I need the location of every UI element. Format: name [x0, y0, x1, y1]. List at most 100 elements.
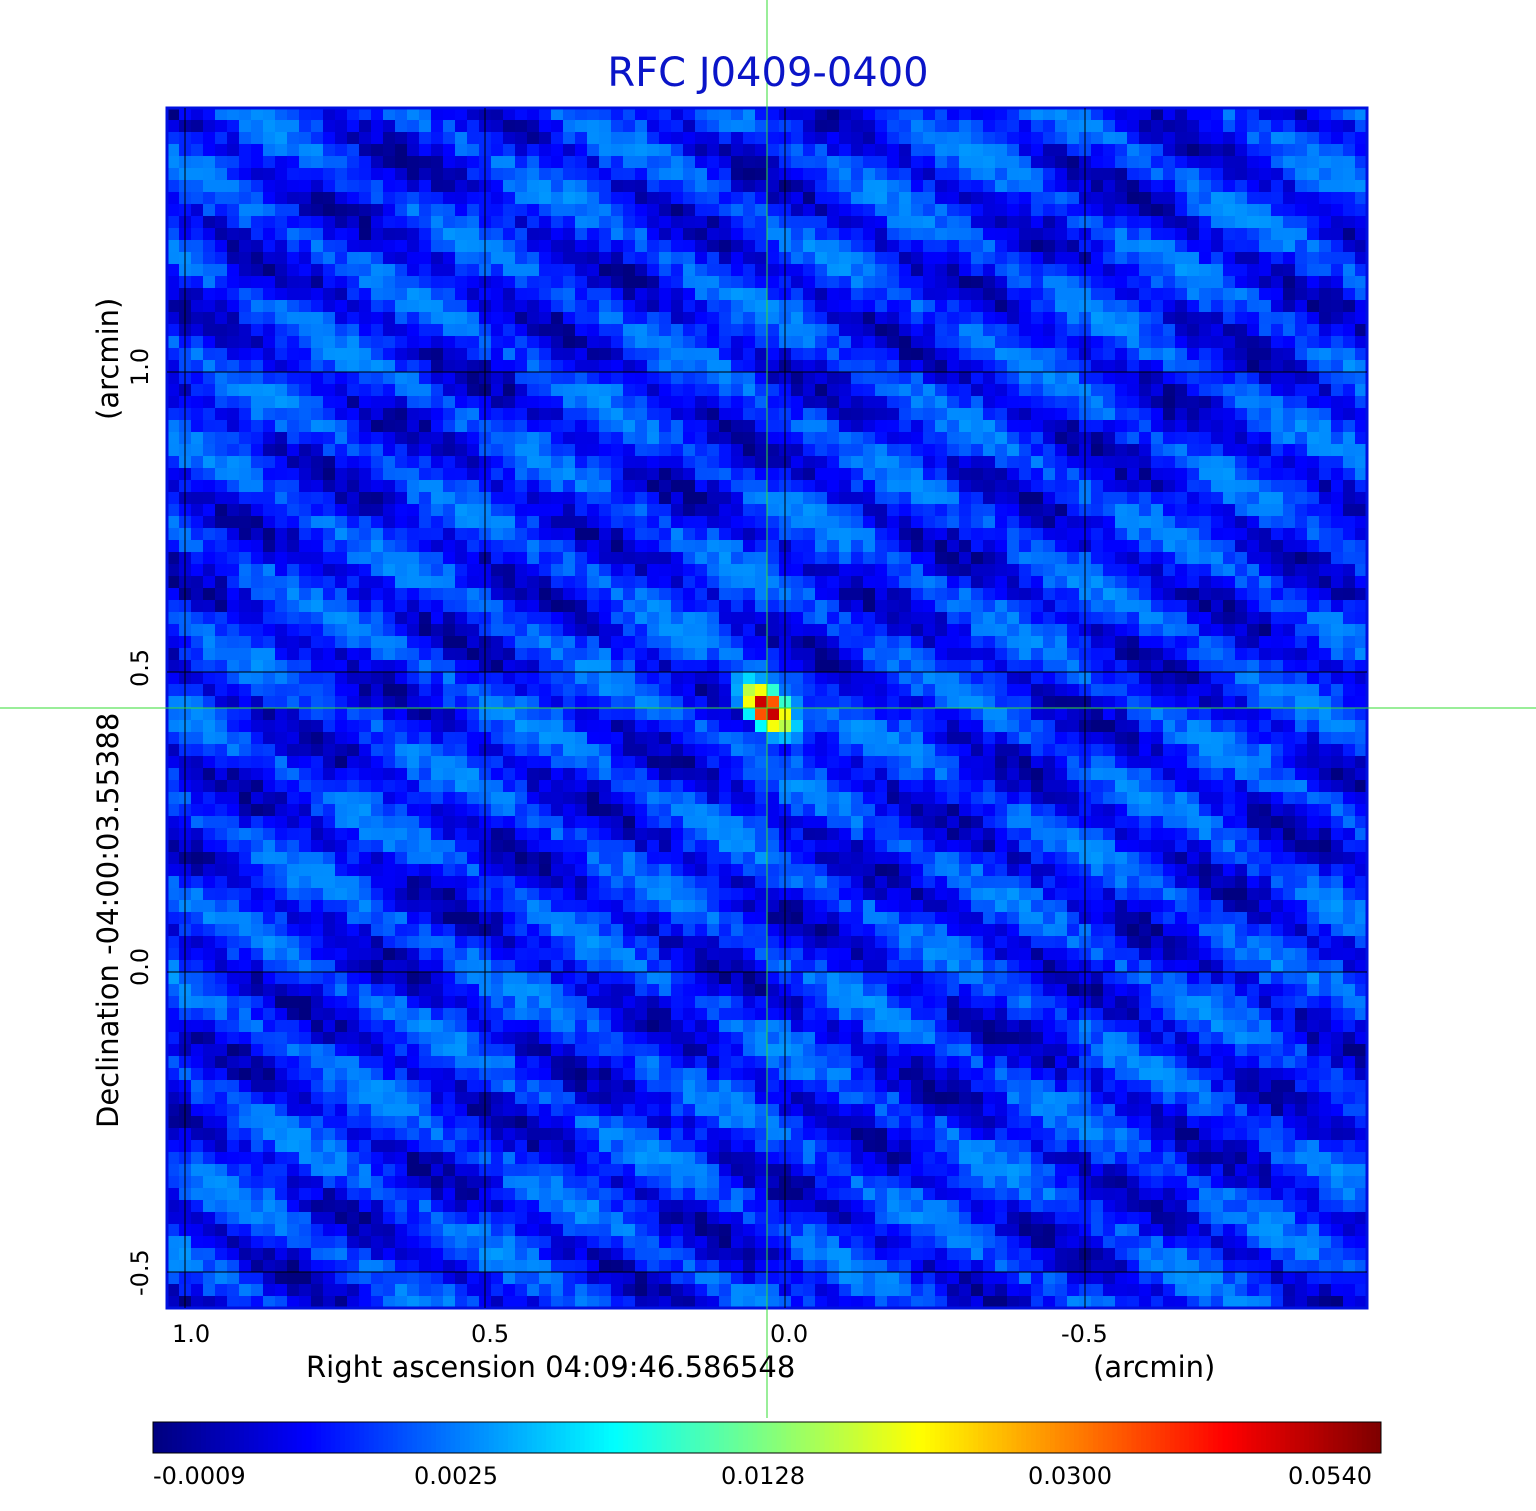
- heatmap-cell: [1151, 516, 1164, 529]
- heatmap-cell: [1355, 600, 1368, 613]
- heatmap-cell: [827, 372, 840, 385]
- heatmap-cell: [1007, 648, 1020, 661]
- heatmap-cell: [875, 108, 888, 121]
- heatmap-cell: [215, 372, 228, 385]
- heatmap-cell: [1211, 216, 1224, 229]
- heatmap-cell: [275, 108, 288, 121]
- heatmap-cell: [359, 576, 372, 589]
- heatmap-cell: [659, 120, 672, 133]
- heatmap-cell: [863, 168, 876, 181]
- heatmap-cell: [383, 300, 396, 313]
- heatmap-cell: [983, 612, 996, 625]
- heatmap-cell: [455, 372, 468, 385]
- heatmap-cell: [1283, 240, 1296, 253]
- heatmap-cell: [767, 312, 780, 325]
- heatmap-cell: [563, 312, 576, 325]
- heatmap-cell: [227, 480, 240, 493]
- heatmap-cell: [191, 168, 204, 181]
- heatmap-cell: [791, 504, 804, 517]
- heatmap-cell: [1163, 600, 1176, 613]
- heatmap-cell: [467, 120, 480, 133]
- heatmap-cell: [1139, 348, 1152, 361]
- heatmap-cell: [491, 684, 504, 697]
- heatmap-cell: [1223, 156, 1236, 169]
- heatmap-cell: [431, 588, 444, 601]
- heatmap-cell: [587, 636, 600, 649]
- heatmap-cell: [455, 600, 468, 613]
- heatmap-cell: [323, 300, 336, 313]
- heatmap-cell: [431, 432, 444, 445]
- heatmap-cell: [899, 204, 912, 217]
- heatmap-cell: [575, 468, 588, 481]
- heatmap-cell: [1043, 300, 1056, 313]
- heatmap-cell: [1187, 456, 1200, 469]
- heatmap-cell: [1115, 672, 1128, 685]
- heatmap-cell: [1307, 576, 1320, 589]
- heatmap-cell: [863, 132, 876, 145]
- heatmap-cell: [923, 696, 936, 709]
- heatmap-cell: [923, 672, 936, 685]
- heatmap-cell: [1223, 312, 1236, 325]
- heatmap-cell: [1163, 372, 1176, 385]
- heatmap-cell: [1019, 240, 1032, 253]
- heatmap-cell: [395, 180, 408, 193]
- heatmap-cell: [623, 420, 636, 433]
- heatmap-cell: [467, 192, 480, 205]
- heatmap-cell: [923, 528, 936, 541]
- heatmap-cell: [167, 504, 180, 517]
- heatmap-cell: [983, 300, 996, 313]
- heatmap-cell: [1043, 492, 1056, 505]
- heatmap-cell: [695, 132, 708, 145]
- heatmap-cell: [947, 132, 960, 145]
- heatmap-cell: [1211, 456, 1224, 469]
- heatmap-cell: [503, 156, 516, 169]
- heatmap-cell: [863, 468, 876, 481]
- heatmap-cell: [1139, 648, 1152, 661]
- heatmap-cell: [575, 432, 588, 445]
- heatmap-cell: [1283, 288, 1296, 301]
- heatmap-cell: [767, 228, 780, 241]
- heatmap-cell: [611, 660, 624, 673]
- heatmap-cell: [647, 324, 660, 337]
- heatmap-cell: [1295, 540, 1308, 553]
- heatmap-cell: [1187, 672, 1200, 685]
- heatmap-cell: [1043, 696, 1056, 709]
- heatmap-cell: [635, 360, 648, 373]
- heatmap-cell: [323, 216, 336, 229]
- heatmap-cell: [263, 300, 276, 313]
- heatmap-cell: [503, 228, 516, 241]
- heatmap-cell: [767, 336, 780, 349]
- heatmap-cell: [983, 372, 996, 385]
- heatmap-cell: [371, 612, 384, 625]
- heatmap-cell: [647, 108, 660, 121]
- heatmap-cell: [659, 156, 672, 169]
- heatmap-cell: [347, 288, 360, 301]
- heatmap-cell: [599, 300, 612, 313]
- heatmap-cell: [467, 480, 480, 493]
- heatmap-cell: [887, 372, 900, 385]
- heatmap-cell: [1139, 192, 1152, 205]
- heatmap-cell: [491, 108, 504, 121]
- heatmap-cell: [731, 216, 744, 229]
- heatmap-cell: [1307, 132, 1320, 145]
- heatmap-cell: [1199, 420, 1212, 433]
- heatmap-cell: [1103, 552, 1116, 565]
- heatmap-cell: [683, 276, 696, 289]
- heatmap-cell: [767, 324, 780, 337]
- heatmap-cell: [275, 300, 288, 313]
- heatmap-cell: [395, 672, 408, 685]
- heatmap-cell: [1007, 480, 1020, 493]
- heatmap-cell: [839, 192, 852, 205]
- heatmap-cell: [215, 384, 228, 397]
- heatmap-cell: [431, 336, 444, 349]
- heatmap-cell: [839, 408, 852, 421]
- heatmap-cell: [623, 132, 636, 145]
- heatmap-cell: [791, 408, 804, 421]
- heatmap-cell: [1199, 504, 1212, 517]
- heatmap-cell: [167, 348, 180, 361]
- heatmap-cell: [899, 276, 912, 289]
- heatmap-cell: [419, 252, 432, 265]
- heatmap-cell: [455, 420, 468, 433]
- heatmap-cell: [563, 408, 576, 421]
- heatmap-cell: [455, 168, 468, 181]
